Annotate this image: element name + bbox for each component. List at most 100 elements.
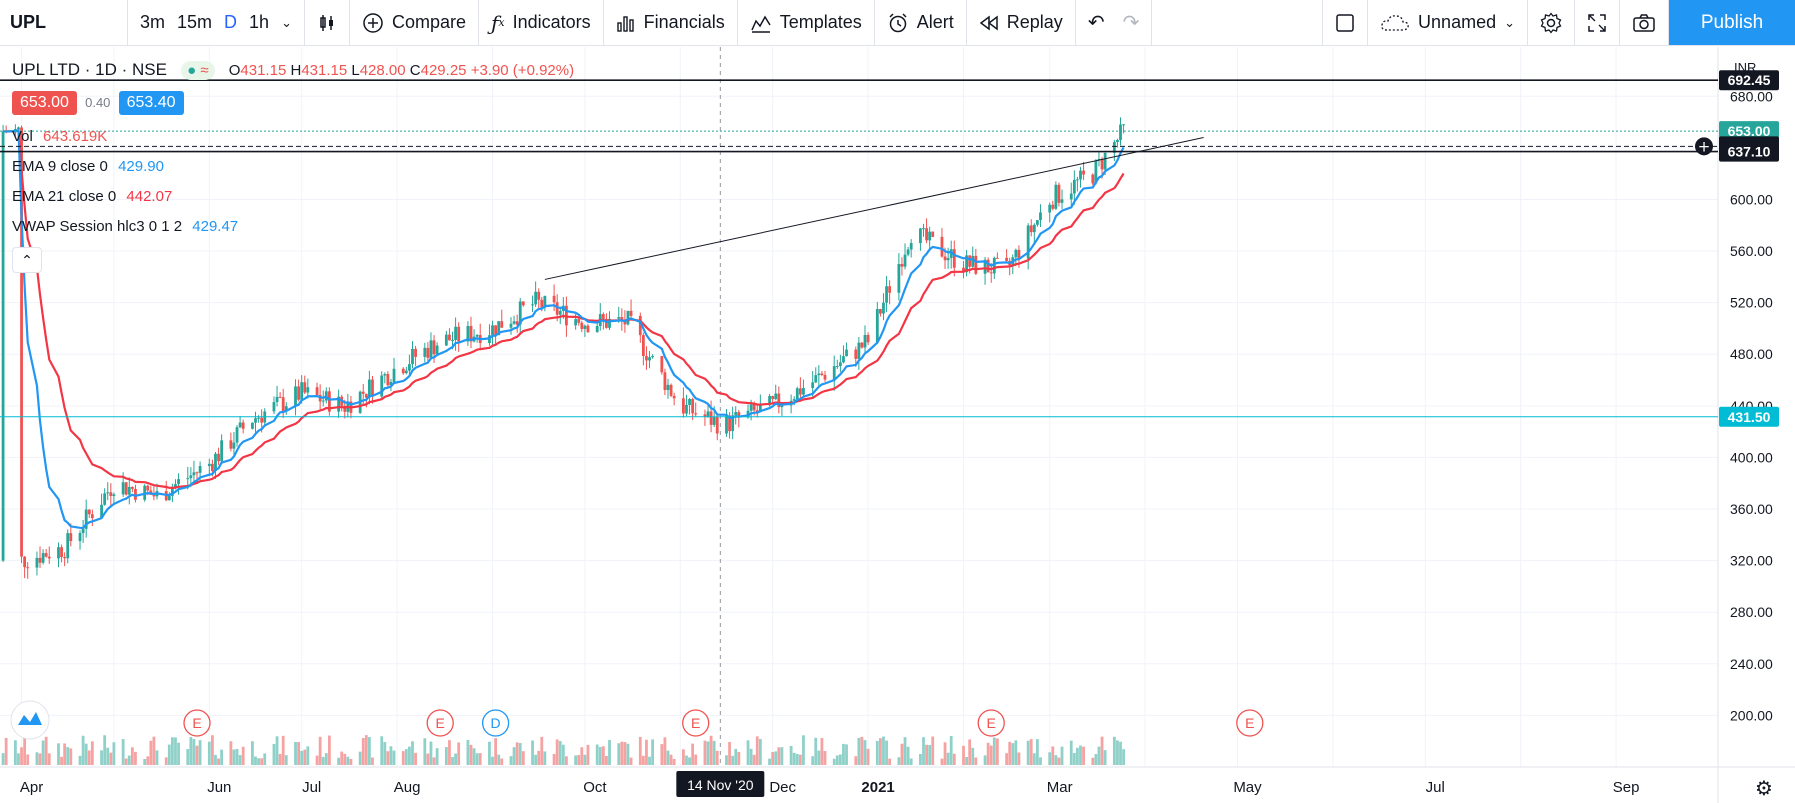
marker-label: E (987, 715, 996, 731)
candle-body (518, 301, 522, 325)
volume-bar (1112, 736, 1116, 765)
interval-3m[interactable]: 3m (140, 12, 166, 32)
interval-15m[interactable]: 15m (177, 12, 213, 32)
volume-bar (426, 753, 430, 765)
volume-bar (685, 755, 688, 765)
candle-body (411, 348, 414, 365)
volume-bar (731, 755, 735, 765)
replay-button[interactable]: Replay (967, 0, 1076, 45)
candle-body (703, 414, 707, 417)
volume-bar (371, 757, 374, 765)
candle-body (512, 321, 516, 324)
candle-body (217, 453, 220, 462)
financials-button[interactable]: Financials (604, 0, 738, 45)
candle-body (1054, 184, 1058, 209)
interval-1h[interactable]: 1h (249, 12, 270, 32)
candle-body (774, 393, 778, 400)
volume-bar (694, 754, 698, 765)
interval-d[interactable]: D (224, 12, 238, 32)
symbol-search[interactable]: UPL (0, 0, 128, 45)
volume-bar (411, 741, 414, 765)
candle-body (186, 478, 190, 480)
volume-bar (906, 746, 910, 765)
price-chart[interactable]: 200.00240.00280.00320.00360.00400.00440.… (0, 47, 1795, 803)
volume-bar (4, 737, 8, 765)
candle-body (170, 488, 174, 496)
layout-name-button[interactable]: Unnamed ⌄ (1368, 0, 1528, 45)
volume-bar (919, 754, 922, 765)
volume-bar (888, 758, 892, 765)
legend-title[interactable]: UPL LTD · 1D · NSE (12, 60, 167, 79)
legend-ema21[interactable]: EMA 21 close 0 442.07 (12, 188, 172, 205)
volume-bar (488, 741, 491, 765)
volume-bar (780, 747, 784, 765)
volume-bar (306, 746, 310, 765)
candle-body (583, 325, 587, 329)
volume-bar (983, 755, 987, 765)
undo-icon[interactable]: ↶ (1087, 12, 1105, 34)
candle-body (792, 399, 796, 401)
compare-button[interactable]: Compare (350, 0, 479, 45)
volume-bar (300, 750, 304, 765)
volume-bar (1035, 739, 1039, 765)
ema9-value: 429.90 (118, 158, 164, 175)
volume-bar (1048, 752, 1052, 765)
sell-price-button[interactable]: 653.00 (12, 91, 77, 115)
volume-bar (189, 737, 193, 765)
candle-body (392, 368, 396, 382)
volume-bar (715, 750, 719, 765)
candle-body (863, 334, 867, 348)
alert-button[interactable]: Alert (875, 0, 967, 45)
layout-select-button[interactable] (1322, 0, 1369, 45)
volume-bar (962, 745, 965, 765)
volume-bar (149, 740, 153, 765)
settings-button[interactable] (1528, 0, 1575, 45)
candle-body (214, 453, 217, 472)
volume-bar (257, 758, 260, 765)
legend-change: +3.90 (+0.92%) (470, 62, 575, 79)
fullscreen-button[interactable] (1575, 0, 1620, 45)
legend-volume[interactable]: Vol 643.619K (12, 128, 107, 145)
candle-body (207, 463, 211, 467)
square-icon (1335, 13, 1355, 33)
chevron-down-icon[interactable]: ⌄ (281, 14, 292, 30)
volume-bar (275, 736, 279, 765)
volume-bar (989, 745, 993, 765)
volume-bar (1014, 740, 1018, 765)
volume-bar (297, 741, 300, 765)
collapse-legend-button[interactable]: ⌃ (12, 247, 42, 273)
volume-bar (512, 747, 516, 765)
volume-bar (992, 737, 996, 765)
chart-area[interactable]: 200.00 240.00 280.00 320.00 360.00 400.00 440.… (0, 47, 1795, 803)
redo-icon[interactable]: ↷ (1122, 12, 1140, 34)
legend-vwap[interactable]: VWAP Session hlc3 0 1 2 429.47 (12, 218, 238, 235)
time-tick-label: May (1233, 779, 1262, 796)
candle-body (857, 342, 861, 359)
volume-bar (324, 753, 328, 765)
earnings-marker (426, 709, 454, 737)
volume-bar (543, 751, 547, 765)
volume-bar (497, 754, 501, 765)
candle-body (1116, 139, 1119, 143)
candle-body (1119, 124, 1122, 140)
volume-bar (922, 737, 925, 765)
legend-ema9[interactable]: EMA 9 close 0 429.90 (12, 158, 164, 175)
ema21-label: EMA 21 close 0 (12, 188, 117, 205)
volume-bar (69, 748, 73, 765)
chart-type-button[interactable] (305, 0, 350, 45)
candle-body (278, 396, 282, 398)
templates-button[interactable]: Templates (738, 0, 875, 45)
publish-button[interactable]: Publish (1669, 0, 1795, 45)
volume-bar (23, 735, 27, 765)
volume-bar (170, 737, 174, 765)
candle-body (408, 364, 411, 371)
candle-body (903, 254, 907, 267)
candle-body (919, 228, 922, 244)
snapshot-button[interactable] (1620, 0, 1669, 45)
logo-badge (10, 700, 50, 740)
buy-price-button[interactable]: 653.40 (118, 91, 184, 115)
volume-bar (1097, 746, 1101, 765)
volume-bar (124, 758, 128, 765)
